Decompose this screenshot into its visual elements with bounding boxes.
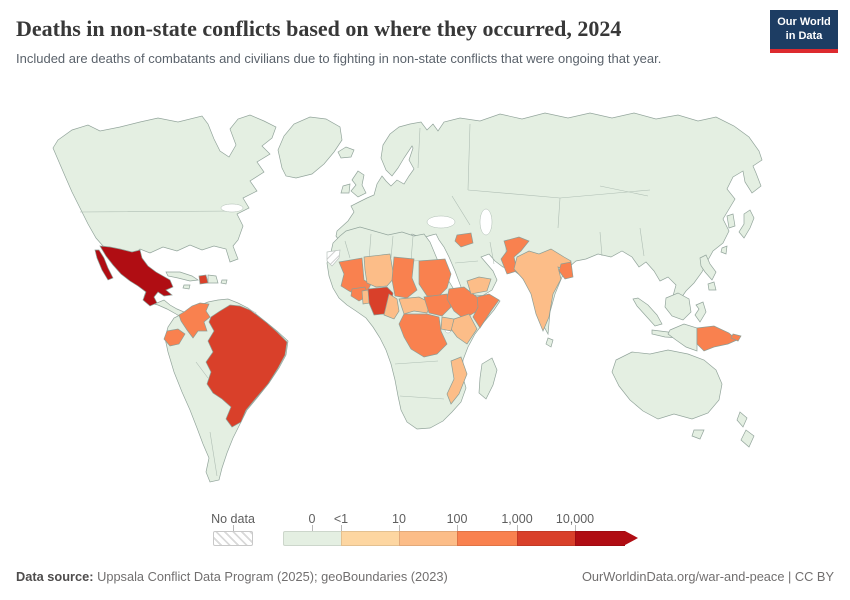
legend-bin-2[interactable]: [399, 531, 457, 546]
country-philippines-south[interactable]: [707, 281, 717, 291]
landmass-north-america[interactable]: [52, 114, 277, 263]
country-chad[interactable]: [391, 256, 418, 299]
country-cameroon[interactable]: [383, 293, 400, 320]
country-sudan[interactable]: [418, 258, 452, 297]
country-sri-lanka[interactable]: [545, 337, 554, 348]
legend-arrow: [625, 531, 638, 545]
country-japan[interactable]: [738, 209, 755, 239]
country-sumatra[interactable]: [632, 297, 663, 327]
legend-tick: [233, 525, 234, 531]
country-cuba[interactable]: [165, 271, 199, 282]
legend-tick-label: 10,000: [555, 512, 595, 526]
caspian-sea: [479, 208, 493, 236]
legend-tick: [517, 525, 518, 531]
country-borneo[interactable]: [664, 292, 692, 321]
country-haiti[interactable]: [198, 274, 209, 285]
country-south-sudan[interactable]: [423, 293, 452, 317]
country-colombia[interactable]: [178, 302, 211, 339]
country-puerto-rico[interactable]: [220, 279, 228, 285]
legend-no-data-swatch[interactable]: [213, 531, 253, 546]
country-mexico[interactable]: [99, 245, 174, 307]
country-western-sahara[interactable]: [326, 249, 341, 267]
country-dominican-republic[interactable]: [207, 274, 219, 284]
landmass-new-guinea-west[interactable]: [667, 323, 698, 352]
legend-tick: [399, 525, 400, 531]
legend-bin-1[interactable]: [341, 531, 399, 546]
country-mozambique[interactable]: [446, 356, 468, 405]
page-title: Deaths in non-state conflicts based on w…: [16, 16, 622, 41]
country-new-zealand-north[interactable]: [736, 411, 748, 428]
country-india[interactable]: [513, 248, 572, 332]
black-sea: [426, 215, 456, 229]
country-ecuador[interactable]: [163, 328, 186, 347]
legend-bin-0[interactable]: [283, 531, 341, 546]
country-taiwan[interactable]: [720, 245, 728, 255]
country-united-kingdom[interactable]: [350, 170, 367, 198]
legend-tick-label: 1,000: [501, 512, 533, 526]
legend-bin-3[interactable]: [457, 531, 517, 546]
country-uganda[interactable]: [440, 316, 455, 332]
owid-logo-line2: in Data: [785, 29, 823, 42]
country-somalia[interactable]: [472, 293, 500, 329]
landmass-australia[interactable]: [611, 349, 723, 420]
great-lakes: [220, 203, 244, 213]
country-papua-new-guinea[interactable]: [696, 325, 738, 352]
footer-datasource-text: Uppsala Conflict Data Program (2025); ge…: [93, 569, 448, 584]
legend-tick: [575, 525, 576, 531]
owid-logo[interactable]: Our World in Data: [770, 10, 838, 53]
country-sulawesi[interactable]: [694, 301, 707, 323]
country-niger[interactable]: [363, 253, 395, 288]
legend-tick-label: 0: [308, 512, 316, 526]
legend-bin-4[interactable]: [517, 531, 575, 546]
legend-no-data-label: No data: [211, 512, 255, 526]
country-ireland[interactable]: [340, 183, 351, 194]
country-madagascar[interactable]: [478, 357, 498, 400]
country-drc[interactable]: [398, 313, 448, 358]
landmass-eurasia[interactable]: [335, 112, 763, 336]
legend-tick: [457, 525, 458, 531]
country-tasmania[interactable]: [691, 429, 705, 440]
legend-bin-5[interactable]: [575, 531, 625, 546]
country-mexico-baja[interactable]: [94, 249, 114, 281]
legend-color-bar: [283, 531, 638, 546]
country-south-korea[interactable]: [726, 213, 736, 229]
legend-tick-label: 10: [392, 512, 406, 526]
country-syria[interactable]: [454, 232, 474, 248]
landmass-greenland[interactable]: [277, 116, 343, 179]
footer: Data source: Uppsala Conflict Data Progr…: [16, 569, 834, 584]
country-jamaica[interactable]: [182, 284, 191, 290]
page-subtitle: Included are deaths of combatants and ci…: [16, 51, 662, 66]
legend-tick: [312, 525, 313, 531]
country-new-zealand-south[interactable]: [740, 429, 755, 448]
legend-tick: [341, 525, 342, 531]
country-bangladesh[interactable]: [558, 261, 574, 280]
country-brazil[interactable]: [205, 304, 288, 428]
footer-datasource-label: Data source:: [16, 569, 94, 584]
country-philippines[interactable]: [699, 254, 717, 281]
legend-tick-label: <1: [333, 512, 349, 526]
owid-logo-line1: Our World: [777, 16, 831, 28]
country-new-britain[interactable]: [730, 333, 742, 342]
country-yemen[interactable]: [466, 276, 492, 295]
country-iceland[interactable]: [337, 146, 355, 159]
legend-tick-label: 100: [446, 512, 468, 526]
footer-link[interactable]: OurWorldinData.org/war-and-peace | CC BY: [581, 569, 834, 584]
footer-datasource: Data source: Uppsala Conflict Data Progr…: [16, 569, 448, 584]
